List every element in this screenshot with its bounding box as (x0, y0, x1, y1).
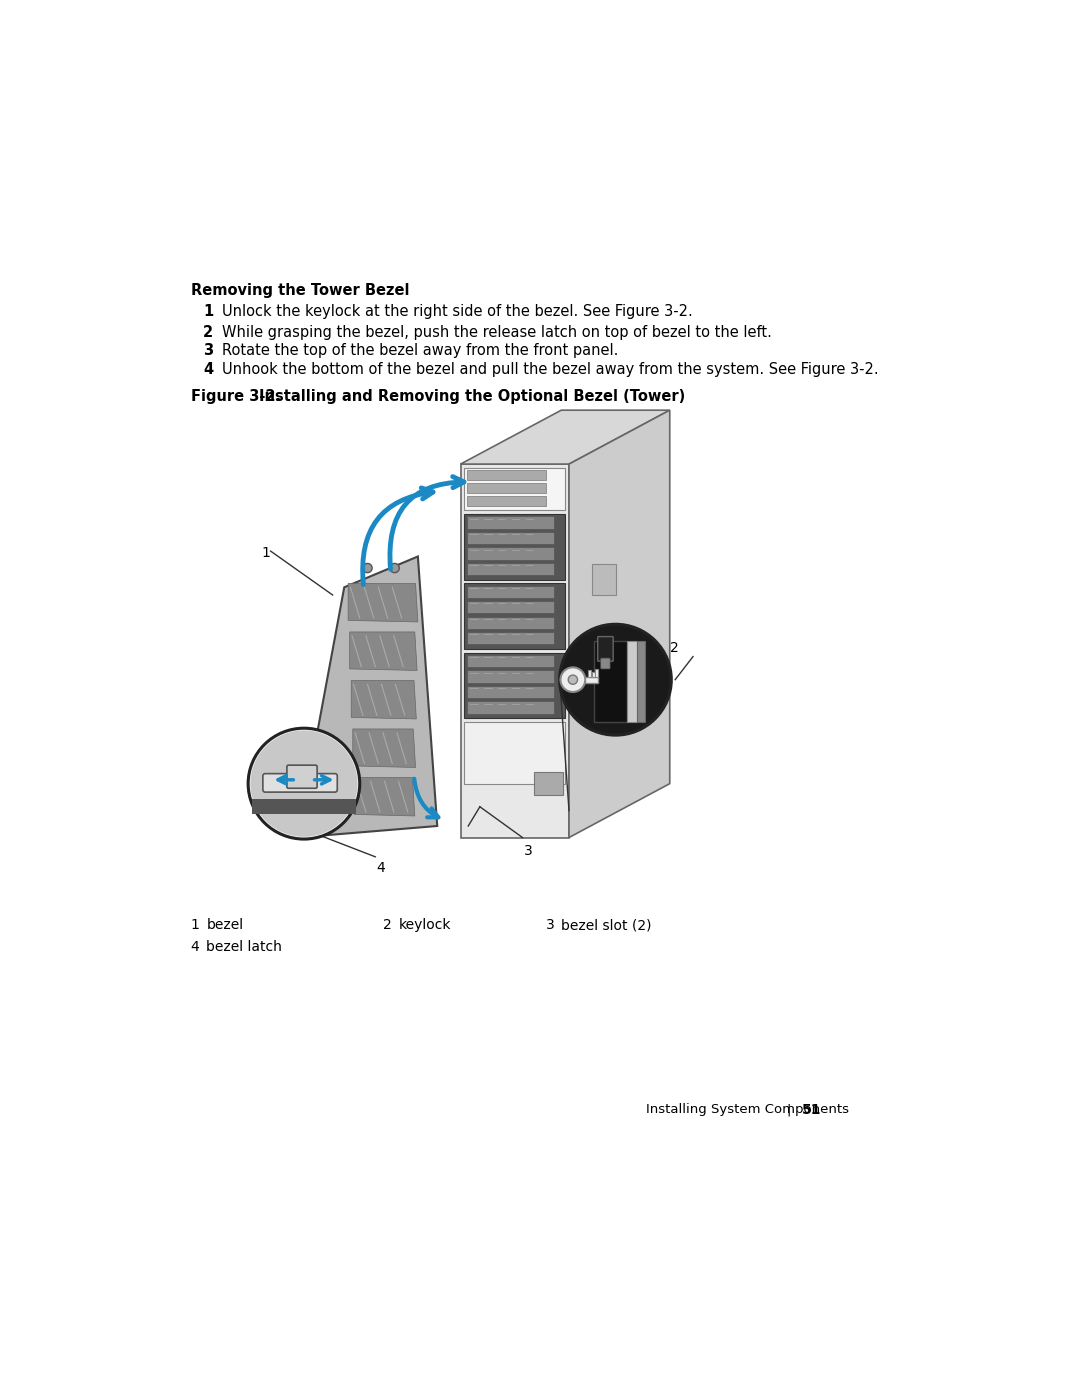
Polygon shape (464, 468, 565, 510)
Text: 2: 2 (670, 641, 678, 655)
Circle shape (390, 563, 400, 573)
Polygon shape (592, 564, 616, 595)
Text: 51: 51 (801, 1104, 821, 1118)
Text: 2: 2 (383, 918, 392, 932)
Polygon shape (464, 514, 565, 580)
Polygon shape (252, 799, 356, 814)
FancyBboxPatch shape (597, 637, 613, 661)
Polygon shape (353, 729, 416, 767)
Polygon shape (584, 676, 598, 683)
Polygon shape (350, 631, 417, 671)
Polygon shape (592, 672, 595, 676)
Polygon shape (467, 585, 554, 598)
Polygon shape (460, 464, 569, 838)
Text: 3: 3 (203, 344, 214, 358)
Text: Installing and Removing the Optional Bezel (Tower): Installing and Removing the Optional Bez… (259, 390, 685, 404)
Polygon shape (460, 411, 670, 464)
Polygon shape (569, 411, 670, 838)
Text: Installing System Components: Installing System Components (647, 1104, 850, 1116)
Circle shape (559, 624, 672, 735)
Text: Unlock the keylock at the right side of the bezel. See Figure 3-2.: Unlock the keylock at the right side of … (221, 305, 692, 319)
Polygon shape (467, 532, 554, 545)
Polygon shape (467, 548, 554, 560)
Polygon shape (467, 655, 554, 668)
Polygon shape (354, 778, 415, 816)
Polygon shape (348, 584, 418, 622)
Polygon shape (351, 680, 416, 719)
Circle shape (561, 668, 585, 692)
Text: Unhook the bottom of the bezel and pull the bezel away from the system. See Figu: Unhook the bottom of the bezel and pull … (221, 362, 878, 377)
Polygon shape (467, 483, 545, 493)
Polygon shape (627, 641, 637, 722)
Text: 4: 4 (191, 940, 200, 954)
Polygon shape (467, 631, 554, 644)
Circle shape (568, 675, 578, 685)
Text: 4: 4 (203, 362, 214, 377)
Polygon shape (464, 722, 565, 784)
Circle shape (251, 731, 357, 837)
Text: While grasping the bezel, push the release latch on top of bezel to the left.: While grasping the bezel, push the relea… (221, 326, 772, 341)
Polygon shape (298, 556, 437, 838)
Text: 2: 2 (203, 326, 214, 341)
Circle shape (248, 728, 360, 840)
Text: bezel: bezel (206, 918, 243, 932)
Polygon shape (467, 563, 554, 576)
Polygon shape (467, 701, 554, 714)
Polygon shape (589, 671, 591, 676)
Text: 1: 1 (191, 918, 200, 932)
Polygon shape (467, 471, 545, 481)
Polygon shape (464, 652, 565, 718)
Polygon shape (467, 496, 545, 507)
Text: 1: 1 (203, 305, 214, 319)
FancyBboxPatch shape (600, 658, 610, 669)
Polygon shape (467, 601, 554, 613)
FancyBboxPatch shape (262, 774, 337, 792)
Polygon shape (467, 671, 554, 683)
Text: Rotate the top of the bezel away from the front panel.: Rotate the top of the bezel away from th… (221, 344, 618, 358)
Text: Removing the Tower Bezel: Removing the Tower Bezel (191, 284, 409, 298)
Polygon shape (467, 686, 554, 698)
Text: 3: 3 (545, 918, 554, 932)
Text: bezel latch: bezel latch (206, 940, 282, 954)
Text: Figure 3-2.: Figure 3-2. (191, 390, 281, 404)
Text: 1: 1 (261, 546, 270, 560)
Text: keylock: keylock (399, 918, 451, 932)
FancyBboxPatch shape (287, 766, 318, 788)
Polygon shape (467, 517, 554, 529)
Polygon shape (467, 616, 554, 629)
Circle shape (363, 563, 373, 573)
Text: 4: 4 (377, 861, 386, 875)
Polygon shape (535, 773, 563, 795)
Polygon shape (594, 641, 627, 722)
Polygon shape (595, 669, 597, 676)
Text: |: | (786, 1104, 791, 1116)
Polygon shape (464, 584, 565, 648)
Text: 3: 3 (524, 844, 532, 858)
Text: bezel slot (2): bezel slot (2) (562, 918, 651, 932)
Polygon shape (637, 641, 645, 722)
